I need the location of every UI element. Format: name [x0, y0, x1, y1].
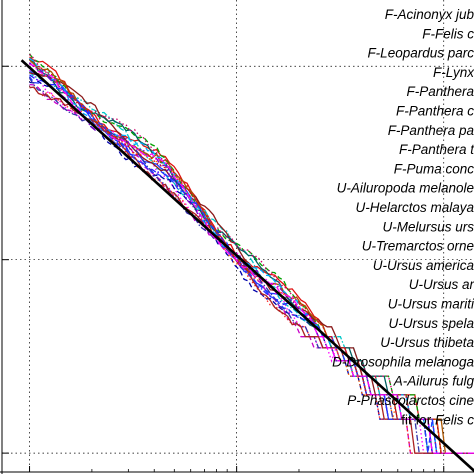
legend-entry-label: F-Felis c: [422, 26, 474, 41]
legend-entry-label: U-Ursus ar: [409, 277, 474, 292]
legend-entry-label: U-Ursus mariti: [388, 297, 474, 312]
legend-entry-label: fit for Felis c: [401, 412, 474, 427]
legend-entry-label: U-Ursus spela: [388, 316, 474, 331]
legend-entry-label: F-Panthera: [406, 84, 474, 99]
legend-entry-label: F-Lynx: [433, 65, 474, 80]
legend-entry-label: U-Ailuropoda melanole: [337, 181, 474, 196]
series-line: [29, 65, 474, 454]
legend-entry-label: U-Helarctos malaya: [355, 200, 474, 215]
legend-entry-label: U-Tremarctos orne: [362, 239, 474, 254]
legend-entry-label: F-Panthera t: [399, 142, 474, 157]
legend-entry-label: A-Ailurus fulg: [393, 374, 474, 389]
legend: F-Acinonyx jub F-Felis c F-Leopardus parc F…: [332, 7, 474, 427]
legend-entry-label: U-Ursus thibeta: [380, 335, 474, 350]
legend-entry-label: F-Panthera c: [396, 104, 474, 119]
legend-entry-label: D-Drosophila melanoga: [332, 354, 474, 369]
legend-entry-label: F-Puma conc: [394, 161, 474, 176]
legend-entry-label: F-Panthera pa: [388, 123, 474, 138]
legend-entry-label: U-Ursus america: [373, 258, 474, 273]
series-line: [29, 59, 474, 454]
legend-entry-label: U-Melursus urs: [382, 219, 474, 234]
legend-entry-label: F-Acinonyx jub: [385, 7, 474, 22]
fit-line: [20, 59, 474, 473]
legend-entry-label: P-Phascolarctos cine: [347, 393, 474, 408]
legend-entry-label: F-Leopardus parc: [367, 46, 474, 61]
